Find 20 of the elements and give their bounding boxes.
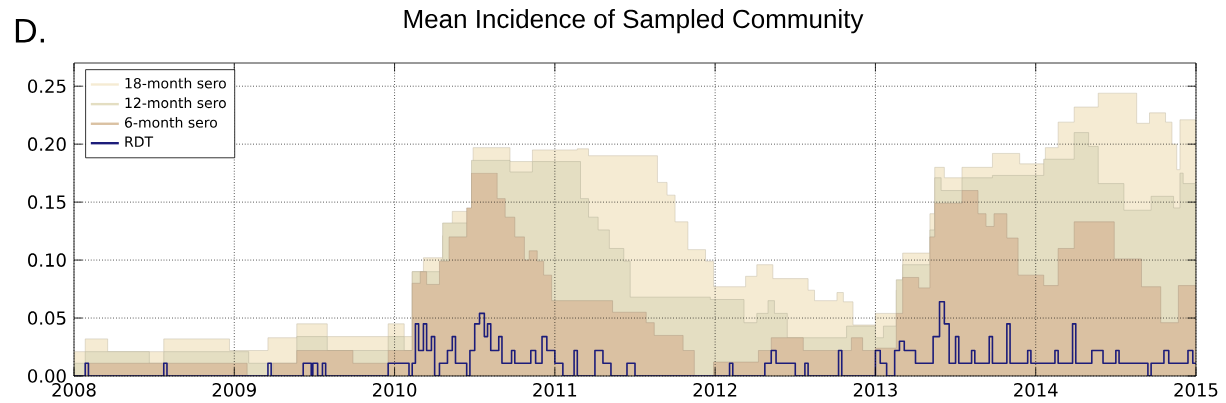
- x-tick-label: 2013: [853, 383, 897, 397]
- x-tick-label: 2012: [693, 383, 737, 397]
- legend-label: 12-month sero: [125, 97, 226, 109]
- y-tick-label: 0.25: [28, 79, 66, 93]
- text: D.: [15, 19, 44, 43]
- x-tick-label: 2011: [533, 383, 577, 397]
- y-tick-label: 0.10: [28, 253, 66, 267]
- y-tick-label: 0.05: [28, 311, 66, 325]
- legend-label: RDT: [125, 136, 154, 147]
- legend-label: 18-month sero: [125, 77, 226, 89]
- x-tick-label: 2009: [212, 383, 256, 397]
- legend-label: 6-month sero: [124, 116, 217, 128]
- x-tick-label: 2010: [372, 383, 417, 397]
- x-tick-label: 2014: [1014, 383, 1058, 397]
- x-tick-label: 2008: [52, 383, 96, 397]
- x-tick-label: 2015: [1174, 383, 1218, 397]
- y-tick-label: 0.20: [28, 137, 66, 151]
- chart-title: Mean Incidence of Sampled Community: [404, 9, 864, 34]
- y-tick-label: 0.00: [28, 369, 66, 383]
- y-tick-label: 0.15: [28, 195, 66, 209]
